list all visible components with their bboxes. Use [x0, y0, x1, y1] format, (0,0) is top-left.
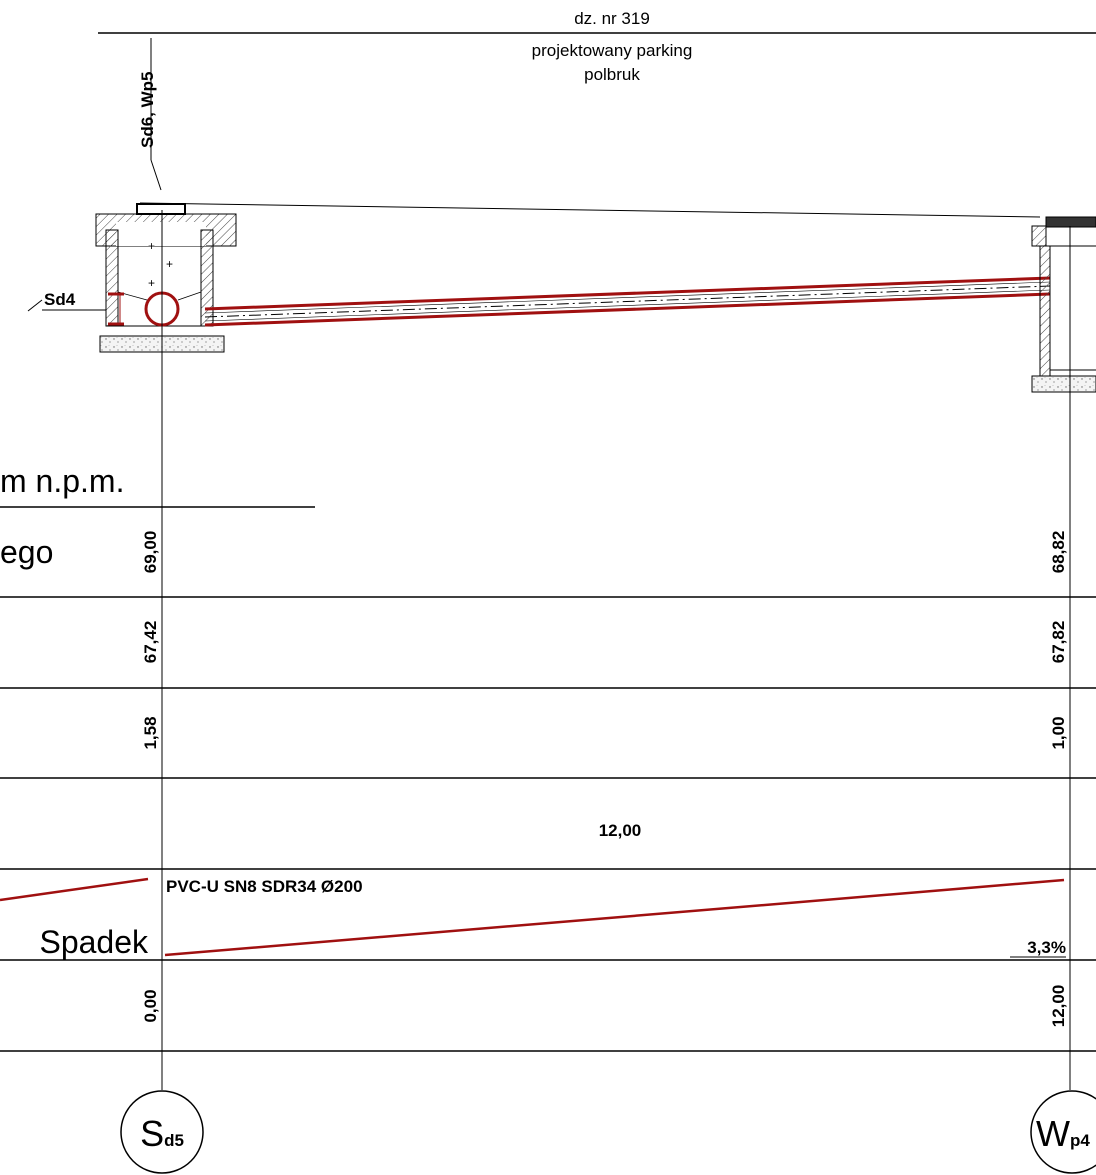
depth-right: 1,00: [1049, 716, 1068, 749]
row-ground-label: ego: [0, 534, 53, 570]
tag-circle-left: [120, 1090, 204, 1174]
manhole-sd5: + + +: [95, 203, 237, 353]
distance-left: 0,00: [141, 989, 160, 1022]
svg-text:+: +: [148, 239, 155, 253]
slope-line: [164, 878, 1065, 957]
parcel-number: dz. nr 319: [574, 9, 650, 28]
top-label-leader-tick: [150, 159, 162, 191]
manhole-wp4: [1031, 216, 1096, 393]
pipe-profile: [204, 276, 1051, 327]
invert-right: 67,82: [1049, 621, 1068, 664]
section-length: 12,00: [599, 821, 642, 840]
tag-circle-right: [1030, 1090, 1096, 1174]
pipe-spec: PVC-U SN8 SDR34 Ø200: [166, 877, 363, 896]
table-header-unit: m n.p.m.: [0, 463, 124, 499]
row-slope-label: Spadek: [39, 924, 149, 960]
depth-left: 1,58: [141, 716, 160, 749]
parcel-surface: polbruk: [584, 65, 640, 84]
invert-left: 67,42: [141, 621, 160, 664]
sd4-label: Sd4: [44, 290, 76, 309]
slope-value: 3,3%: [1027, 938, 1066, 957]
tag-right: Wp4: [1036, 1113, 1090, 1154]
parcel-description: projektowany parking: [532, 41, 693, 60]
terrain-line: [139, 202, 1041, 218]
distance-right: 12,00: [1049, 985, 1068, 1028]
manhole-top-label: Sd6, Wp5: [138, 71, 157, 148]
svg-text:+: +: [148, 276, 155, 290]
svg-text:+: +: [166, 257, 173, 271]
slope-line-prev: [0, 877, 149, 902]
sd4-leader: [27, 299, 43, 312]
tag-left: Sd5: [140, 1113, 184, 1154]
ground-right: 68,82: [1049, 531, 1068, 574]
ground-left: 69,00: [141, 531, 160, 574]
